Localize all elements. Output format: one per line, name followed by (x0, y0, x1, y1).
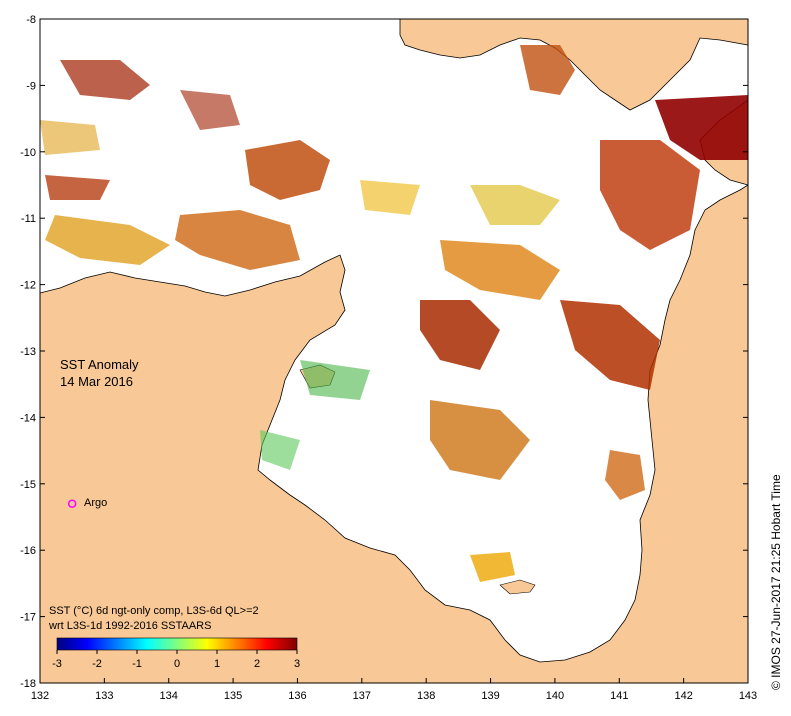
sst-anomaly-patches (40, 45, 748, 582)
title-line1: SST Anomaly (60, 357, 139, 372)
anomaly-patch (180, 90, 240, 130)
x-tick-label: 143 (739, 690, 757, 702)
anomaly-patch (45, 215, 170, 265)
colorbar-tick-label: -1 (132, 658, 142, 670)
colorbar-tick-label: -2 (92, 658, 102, 670)
y-tick-label: -18 (20, 678, 36, 690)
y-tick-label: -13 (20, 346, 36, 358)
anomaly-patch (655, 95, 748, 160)
y-tick-label: -12 (20, 280, 36, 292)
mornington-island (499, 579, 536, 595)
colorbar-tick-label: 0 (174, 658, 180, 670)
description-line1: SST (°C) 6d ngt-only comp, L3S-6d QL>=2 (49, 605, 259, 617)
arnhem-land (39, 184, 749, 684)
colorbar-ticks: -3 -2 -1 0 1 2 3 (52, 650, 300, 670)
anomaly-patch (40, 120, 100, 155)
x-tick-label: 142 (674, 690, 692, 702)
anomaly-patch (600, 140, 700, 250)
anomaly-patch (430, 400, 530, 480)
y-tick-label: -9 (26, 80, 36, 92)
x-tick-label: 133 (95, 690, 113, 702)
credit-text: © IMOS 27-Jun-2017 21:25 Hobart Time (769, 474, 783, 690)
anomaly-patch (300, 360, 370, 400)
anomaly-patch (245, 140, 330, 200)
anomaly-patch (420, 300, 500, 370)
argo-marker: Argo (67, 497, 107, 509)
y-axis: -8-9-10-11-12-13-14-15-16-17-18 (20, 14, 748, 690)
colorbar-tick-label: 1 (214, 658, 220, 670)
x-tick-label: 137 (353, 690, 371, 702)
x-axis: 132 133 134 135 136 137 138 139 140 141 142 143 (31, 678, 757, 702)
anomaly-patch (470, 185, 560, 225)
x-tick-label: 132 (31, 690, 49, 702)
y-tick-label: -15 (20, 479, 36, 491)
anomaly-patch (175, 210, 300, 270)
y-tick-label: -10 (20, 147, 36, 159)
x-tick-label: 135 (224, 690, 242, 702)
anomaly-patch (470, 552, 515, 582)
y-tick-label: -8 (26, 14, 36, 26)
anomaly-patch (440, 240, 560, 300)
title-line2: 14 Mar 2016 (60, 374, 133, 389)
colorbar-tick-label: 2 (254, 658, 260, 670)
anomaly-patch (260, 430, 300, 470)
anomaly-patch (45, 175, 110, 200)
y-tick-label: -17 (20, 612, 36, 624)
anomaly-patch (605, 450, 645, 500)
y-tick-label: -16 (20, 545, 36, 557)
description-line2: wrt L3S-1d 1992-2016 SSTAARS (48, 620, 211, 632)
x-tick-label: 141 (610, 690, 628, 702)
x-tick-label: 134 (160, 690, 178, 702)
argo-float-icon (67, 499, 77, 508)
x-tick-label: 140 (546, 690, 564, 702)
anomaly-patch (520, 45, 575, 95)
y-tick-label: -11 (21, 213, 36, 225)
anomaly-patch (60, 60, 150, 100)
x-tick-label: 136 (288, 690, 306, 702)
x-tick-label: 139 (481, 690, 499, 702)
argo-label: Argo (84, 497, 107, 509)
y-tick-label: -14 (20, 412, 36, 424)
x-tick-label: 138 (417, 690, 435, 702)
anomaly-patch (560, 300, 660, 390)
colorbar (56, 637, 298, 651)
new-guinea (399, 18, 749, 111)
anomaly-patch (360, 180, 420, 215)
colorbar-tick-label: 3 (294, 658, 300, 670)
colorbar-tick-label: -3 (52, 658, 62, 670)
